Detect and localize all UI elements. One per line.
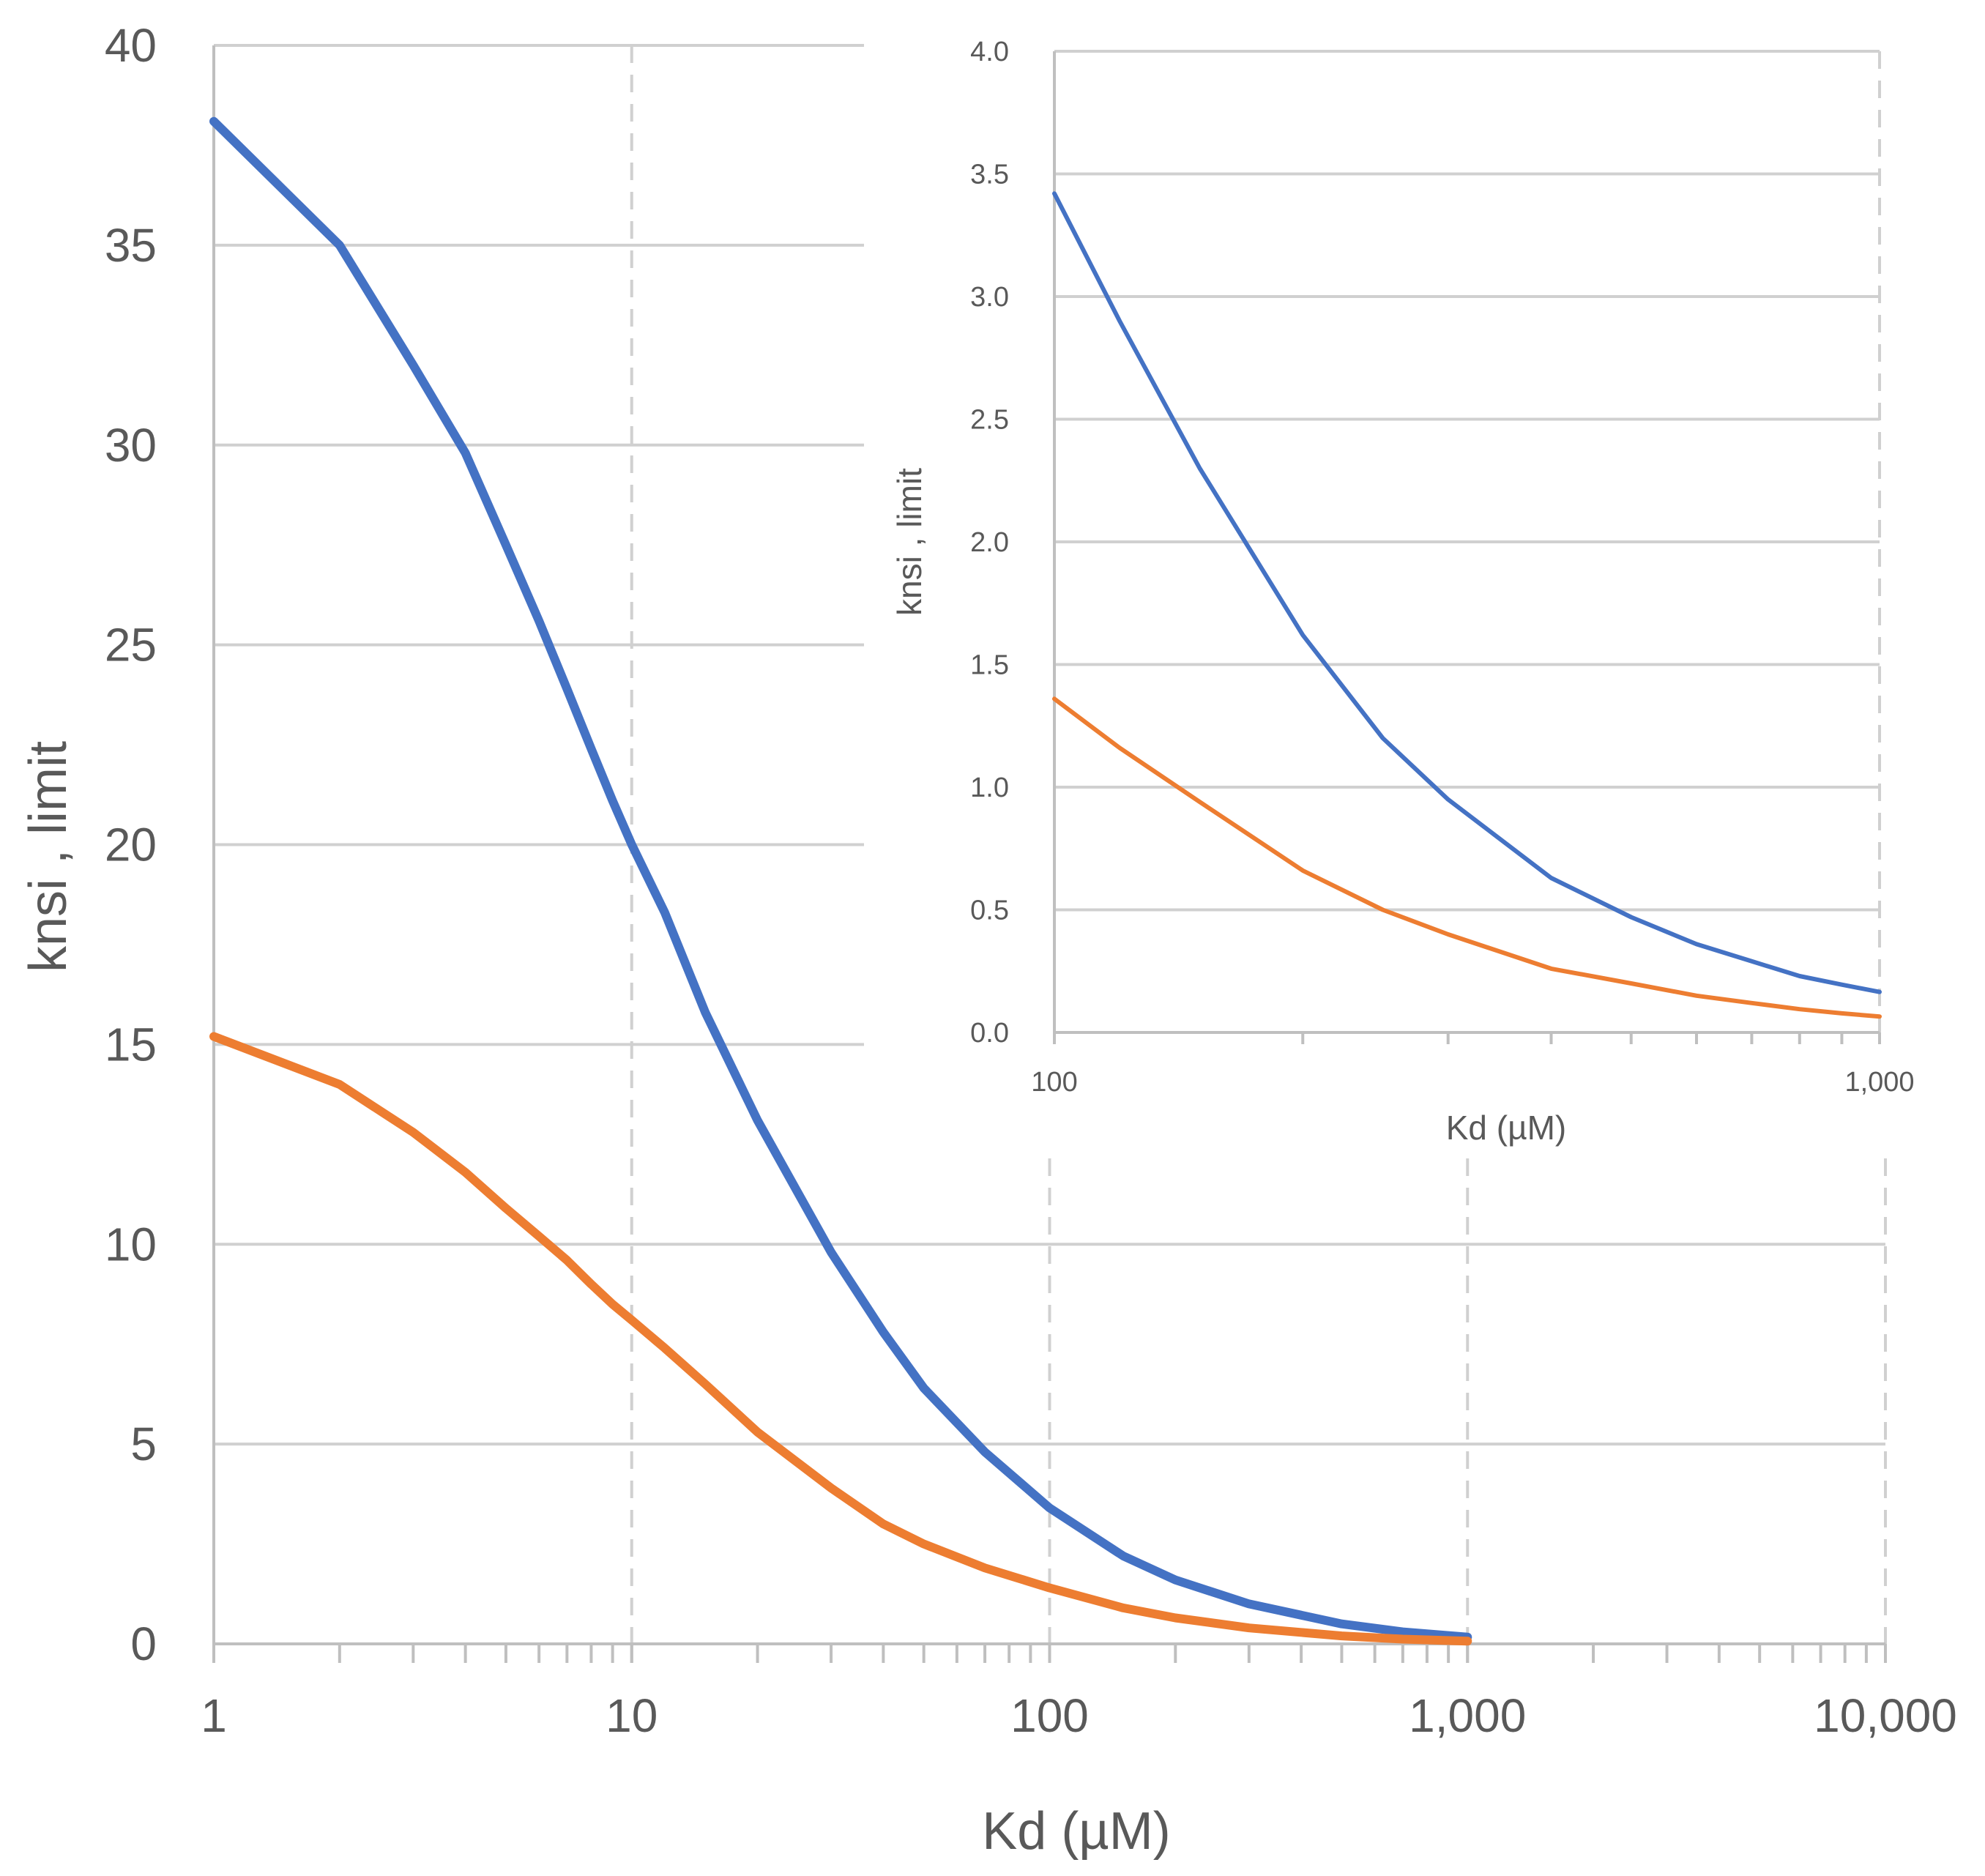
main-y-tick-label: 35	[105, 219, 157, 272]
main-x-axis-title: Kd (µM)	[982, 1802, 1170, 1861]
main-series-blue-line	[209, 116, 1472, 1642]
inset-y-tick-label: 2.0	[970, 527, 1009, 558]
inset-y-tick-label: 0.0	[970, 1018, 1009, 1049]
main-y-tick-label: 20	[105, 819, 157, 871]
main-y-tick-label: 10	[105, 1218, 157, 1270]
inset-plot-area: 0.0 0.5 1.0 1.5 2.0 2.5 3.0 3.5 4.0 100 1,000	[970, 37, 1914, 1098]
main-x-tick-label: 1,000	[1409, 1689, 1526, 1742]
inset-y-tick-label: 1.0	[970, 773, 1009, 803]
inset-background	[864, 15, 1985, 1157]
main-y-tick-label: 30	[105, 419, 157, 472]
main-y-tick-label: 40	[105, 19, 157, 72]
main-y-tick-label: 5	[130, 1418, 157, 1470]
main-y-axis-title: knsi , limit	[19, 741, 78, 972]
main-x-tick-label: 10	[606, 1689, 658, 1742]
main-y-tick-label: 15	[105, 1018, 157, 1071]
main-series-orange-line	[209, 1032, 1472, 1646]
main-x-tick-label: 100	[1010, 1689, 1089, 1742]
inset-y-tick-label: 0.5	[970, 896, 1009, 926]
main-y-tick-label: 0	[130, 1618, 157, 1670]
inset-y-tick-label: 4.0	[970, 37, 1009, 67]
inset-series-blue-line	[1052, 191, 1882, 994]
inset-y-tick-label: 3.5	[970, 160, 1009, 190]
inset-x-tick-label: 1,000	[1844, 1067, 1914, 1098]
inset-y-tick-label: 1.5	[970, 650, 1009, 681]
inset-x-tick-label: 100	[1031, 1067, 1077, 1098]
inset-y-tick-label: 2.5	[970, 405, 1009, 436]
main-x-tick-label: 10,000	[1814, 1689, 1957, 1742]
main-x-tick-label: 1	[201, 1689, 227, 1742]
inset-x-axis-title: Kd (µM)	[1446, 1109, 1567, 1147]
main-y-tick-label: 25	[105, 619, 157, 671]
inset-y-axis-title: knsi , limit	[890, 468, 928, 616]
inset-y-tick-label: 3.0	[970, 282, 1009, 313]
inset-series-orange-line	[1052, 696, 1882, 1019]
